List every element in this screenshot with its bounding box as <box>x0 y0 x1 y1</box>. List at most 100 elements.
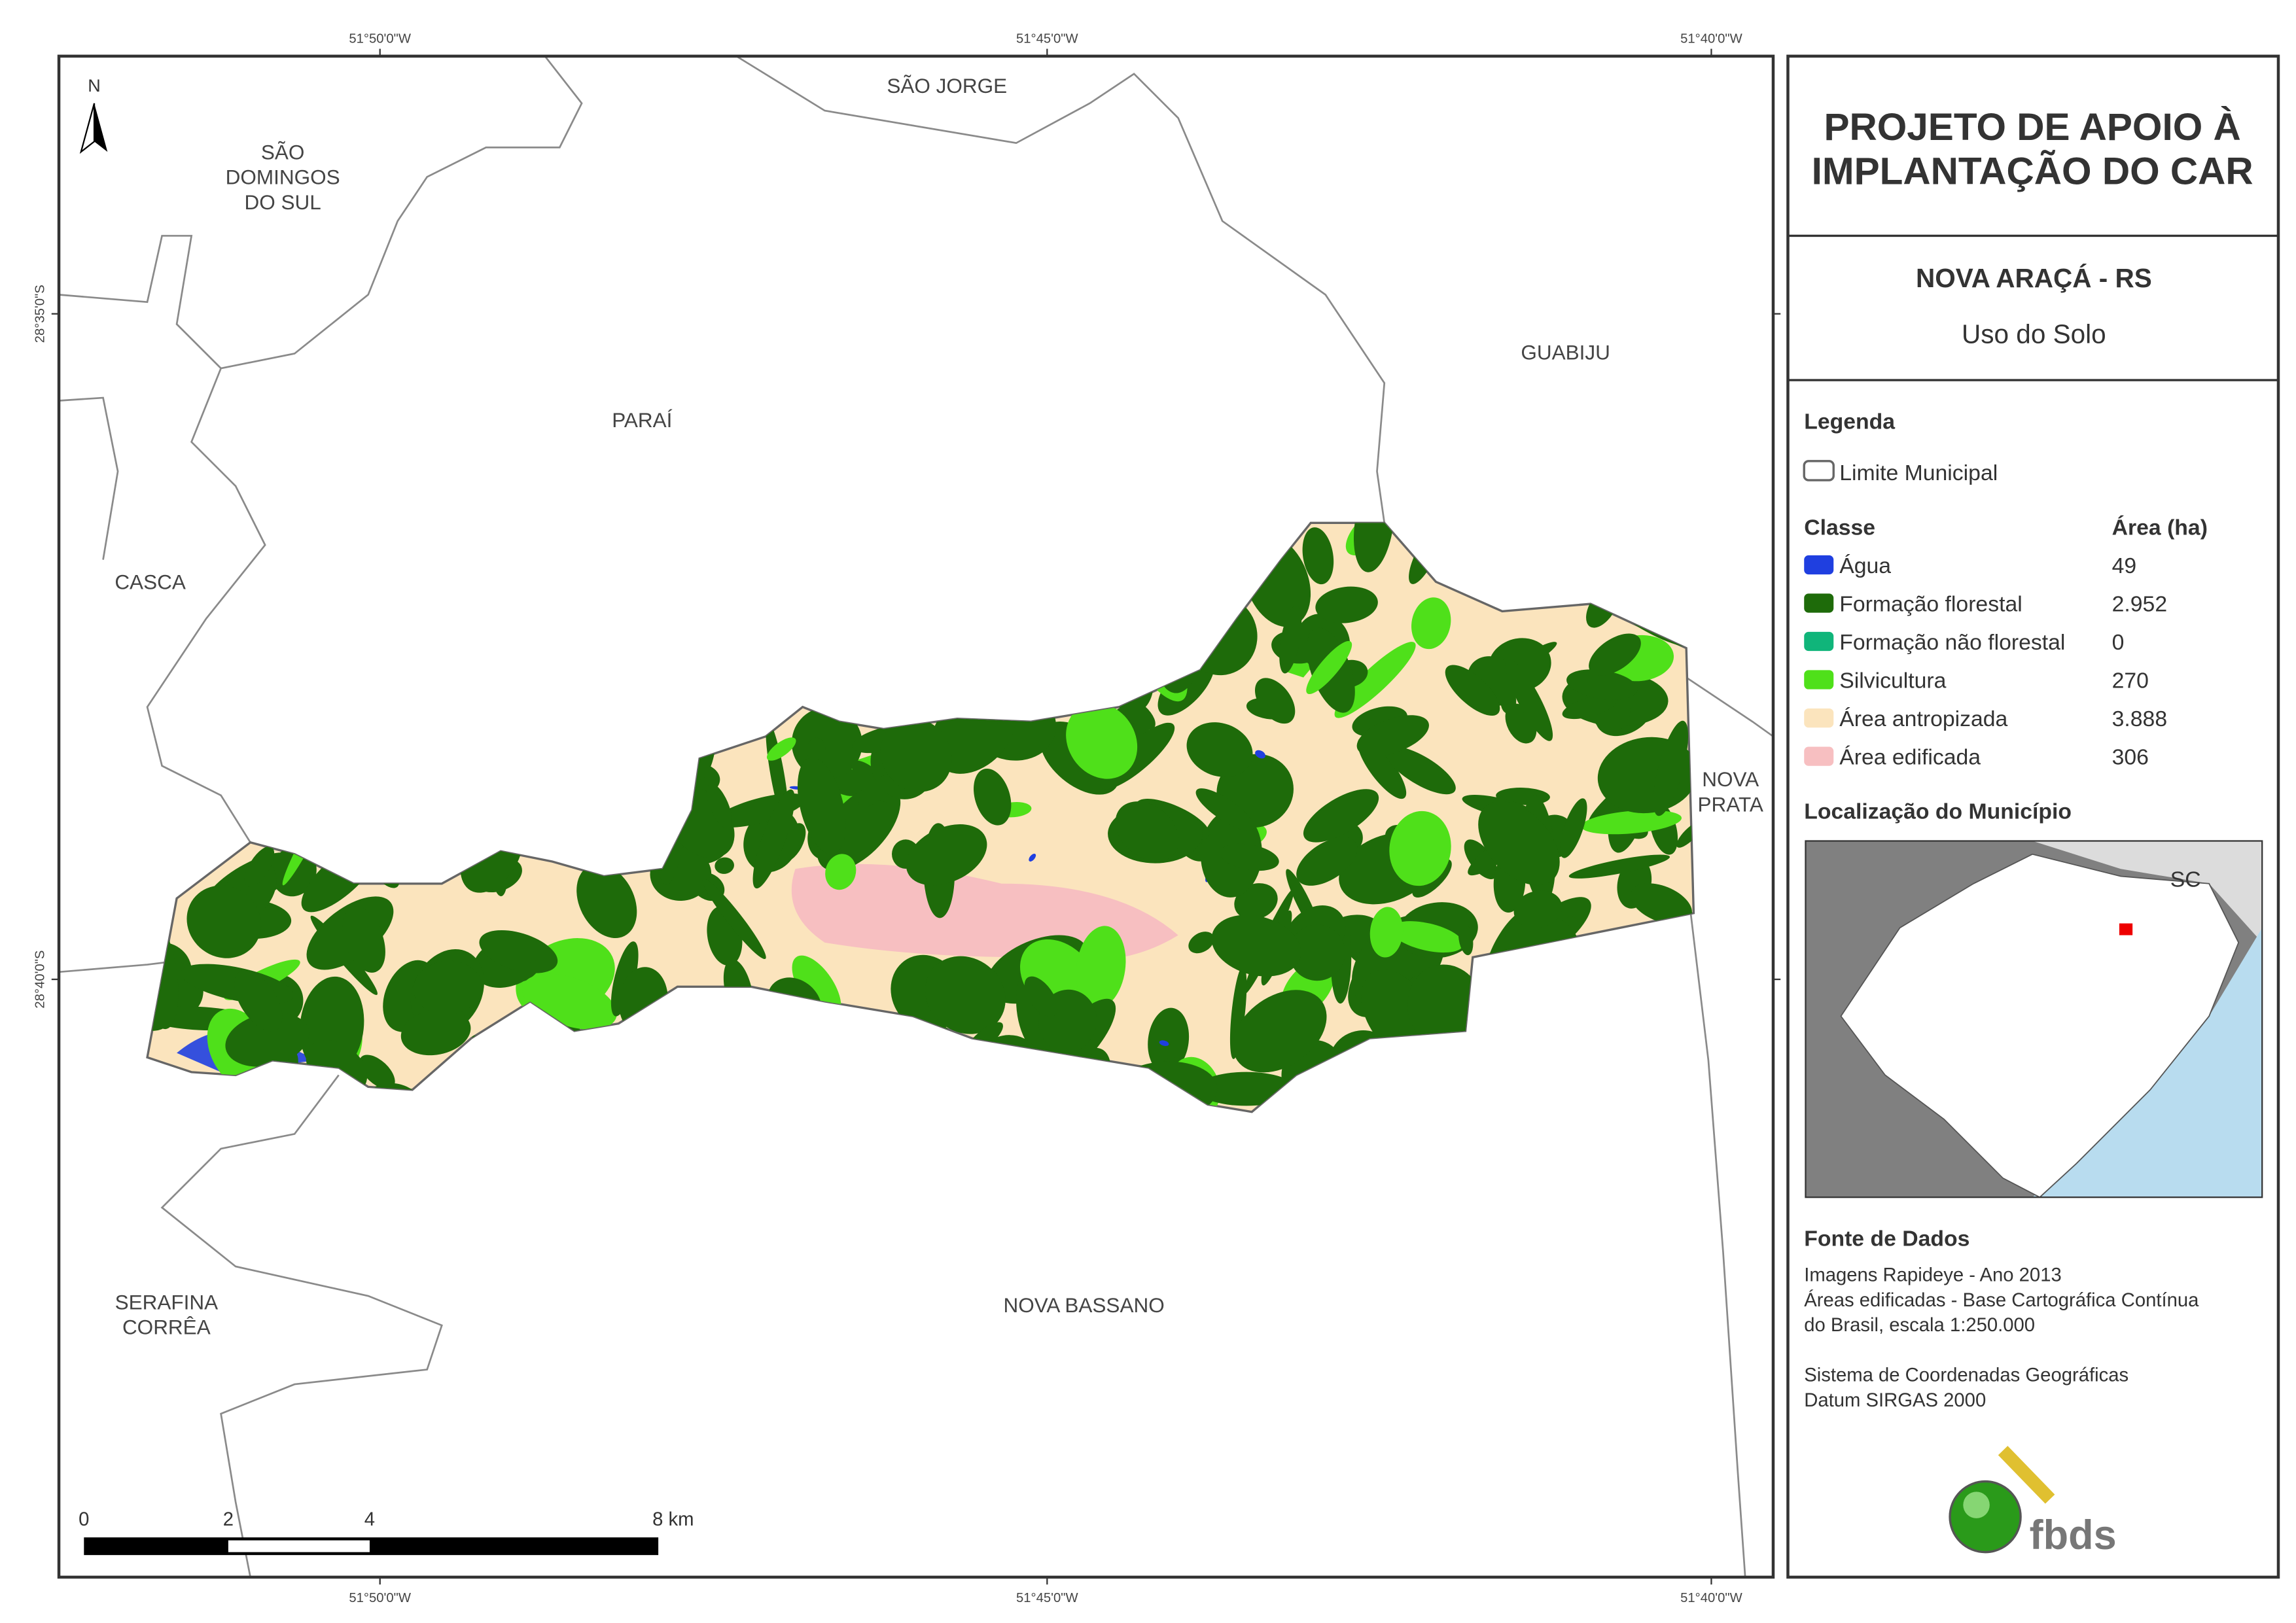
title: PROJETO DE APOIO À <box>1824 105 2240 148</box>
class-header: Classe <box>1804 515 1875 540</box>
land-use-patch <box>1159 1040 1169 1047</box>
land-use-patch <box>1279 605 1302 674</box>
legend-area: 49 <box>2112 553 2137 578</box>
land-use-patch <box>1234 883 1278 920</box>
land-use-patch <box>906 824 987 886</box>
coordinate-label: 51°40'0"W <box>1680 1591 1742 1605</box>
land-use-patch <box>400 1009 471 1056</box>
coordinate-label: 51°50'0"W <box>349 32 411 46</box>
land-use-patch <box>1505 659 1553 741</box>
land-use-patch <box>244 846 275 887</box>
legend-swatch <box>1804 631 1834 652</box>
land-use-patch <box>1115 801 1180 862</box>
legend-area: 270 <box>2112 668 2149 693</box>
place-label: GUABIJU <box>1521 341 1610 364</box>
land-use-patch <box>1303 789 1379 843</box>
legend-swatch <box>1804 746 1834 766</box>
land-use-patch <box>1302 527 1334 585</box>
land-use-patch <box>1220 843 1279 871</box>
land-use-patch <box>1066 703 1138 779</box>
scale-bar: 0 2 4 8 km <box>79 1509 694 1556</box>
land-use-patch <box>1676 821 1694 848</box>
land-use-patch <box>1566 669 1638 700</box>
land-use-patch <box>1195 788 1254 831</box>
land-use-patch <box>1254 678 1296 724</box>
land-use-patch <box>706 783 732 829</box>
land-use-patch <box>880 718 952 792</box>
place-label: NOVA <box>1702 767 1759 791</box>
boundary-line <box>1689 913 1746 1577</box>
legend-rows: Água 49 Formação florestal 2.952 Formação nã… <box>1804 553 2167 769</box>
place-label: DOMINGOS <box>226 166 340 189</box>
land-use-patch <box>1122 699 1156 730</box>
coordinate-label: 51°50'0"W <box>349 1591 411 1605</box>
legend-area: 3.888 <box>2112 707 2167 731</box>
area-header: Área (ha) <box>2112 515 2208 540</box>
source-line: Áreas edificadas - Base Cartográfica Con… <box>1804 1289 2199 1311</box>
land-use-patch <box>1188 932 1214 954</box>
inset-frame <box>1805 840 2263 1198</box>
boundary-line <box>160 1074 443 1577</box>
scale-label: 2 <box>223 1509 234 1530</box>
land-use-patch <box>234 970 283 1032</box>
land-use-patch <box>925 956 1006 1034</box>
place-label: SÃO <box>261 140 305 164</box>
coordinate-label: 28°40'0"S <box>33 951 48 1009</box>
land-use-patch <box>1233 990 1327 1073</box>
legend-swatch <box>1804 555 1834 575</box>
sources: Imagens Rapideye - Ano 2013 Áreas edifica… <box>1804 1265 2199 1411</box>
coordinate-label: 51°45'0"W <box>1016 32 1078 46</box>
legend-class: Área antropizada <box>1839 707 2007 731</box>
land-use-patch <box>1630 883 1692 924</box>
place-label: NOVA BASSANO <box>1003 1293 1164 1317</box>
land-use-patch <box>974 768 1012 826</box>
boundary-line <box>1686 676 1773 737</box>
inset-label: SC <box>2170 867 2201 892</box>
built-area <box>791 864 1178 962</box>
municipality-name: NOVA ARAÇÁ - RS <box>1916 263 2152 293</box>
source-line: Imagens Rapideye - Ano 2013 <box>1804 1265 2062 1286</box>
land-use-patch <box>1445 665 1500 716</box>
land-use-patch <box>1513 890 1563 928</box>
location-inset <box>1805 841 2263 1198</box>
land-use-patch <box>576 864 637 939</box>
land-use-patch <box>1589 633 1641 676</box>
boundary-line <box>735 56 1386 523</box>
land-use-patch <box>1186 722 1253 777</box>
land-use-patch <box>1306 640 1352 695</box>
land-use-patch <box>1560 798 1587 858</box>
location-heading: Localização do Município <box>1804 799 2072 824</box>
place-label: PARAÍ <box>612 408 672 432</box>
boundary-line <box>59 396 119 560</box>
scale-label: 0 <box>79 1509 89 1530</box>
location-marker <box>2119 923 2133 935</box>
legend-class: Área edificada <box>1839 744 1981 769</box>
coordinate-label: 28°35'0"S <box>33 285 48 343</box>
source-line: Sistema de Coordenadas Geográficas <box>1804 1365 2128 1386</box>
place-label: PRATA <box>1698 792 1763 816</box>
legend-area: 2.952 <box>2112 591 2167 616</box>
land-use-patch <box>797 757 846 854</box>
source-line: do Brasil, escala 1:250.000 <box>1804 1315 2035 1336</box>
side-panel <box>1786 54 2280 1579</box>
land-use-patch <box>1478 801 1560 886</box>
land-use-patch <box>715 857 734 874</box>
logo-text: fbds <box>2030 1512 2117 1558</box>
land-use-patch <box>1411 597 1451 650</box>
legend-swatch <box>1804 708 1834 728</box>
coordinate-label: 51°40'0"W <box>1680 32 1742 46</box>
title: IMPLANTAÇÃO DO CAR <box>1812 150 2253 193</box>
land-use-patch <box>1211 915 1301 977</box>
boundary-line <box>59 235 222 369</box>
north-label: N <box>88 76 101 96</box>
sources-heading: Fonte de Dados <box>1804 1226 1969 1251</box>
land-use-patch <box>1390 921 1464 953</box>
land-use-patch <box>702 879 766 960</box>
land-use-patch <box>610 941 639 1017</box>
land-use-patch <box>858 774 894 807</box>
legend-class: Formação florestal <box>1839 591 2022 616</box>
land-use-patch <box>342 906 385 973</box>
